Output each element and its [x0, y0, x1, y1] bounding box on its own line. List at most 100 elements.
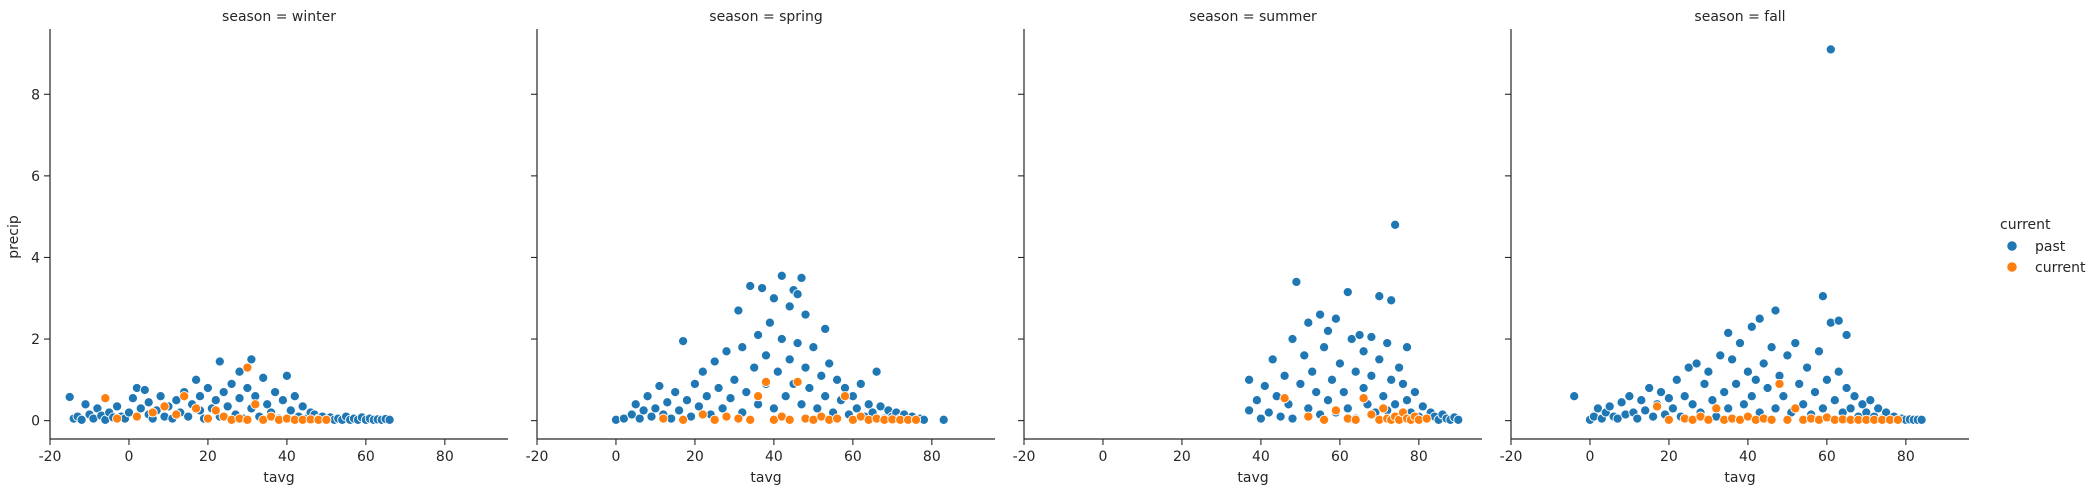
legend-marker [2006, 261, 2018, 273]
data-point-past [1287, 333, 1298, 345]
panel-title: season = spring [709, 9, 822, 25]
data-point-past [218, 387, 229, 398]
data-point-past [749, 362, 760, 373]
data-point-past [135, 403, 146, 414]
data-point-past [768, 403, 779, 414]
data-point-past [764, 317, 775, 328]
panel-title: season = fall [1694, 9, 1785, 25]
data-point-past [1750, 374, 1761, 385]
data-point-past [662, 397, 673, 408]
data-point-past [1334, 358, 1345, 369]
data-point-current [1711, 403, 1722, 414]
data-point-current [242, 414, 253, 425]
data-point-past [297, 401, 308, 412]
x-tick-label: 40 [1739, 449, 1757, 465]
x-tick-label: 80 [923, 449, 941, 465]
data-point-past [1378, 391, 1389, 402]
data-point-past [1616, 397, 1627, 408]
data-point-past [816, 370, 827, 381]
x-tick-label: -20 [526, 449, 549, 465]
data-point-past [1723, 327, 1734, 338]
data-point-past [1849, 391, 1860, 402]
data-point-past [804, 382, 815, 394]
data-point-past [1833, 315, 1844, 326]
data-point-past [1303, 317, 1314, 328]
data-point-current [202, 413, 213, 424]
data-point-past [226, 378, 237, 389]
x-tick-label: 0 [612, 449, 621, 465]
data-point-past [1746, 391, 1757, 402]
data-point-past [1738, 399, 1749, 410]
data-point-past [725, 393, 736, 404]
data-point-current [697, 409, 708, 420]
legend-label: past [2035, 239, 2066, 255]
data-point-past [1679, 391, 1690, 402]
data-point-past [277, 395, 288, 406]
data-point-past [1330, 313, 1341, 324]
x-tick-label: 40 [765, 449, 783, 465]
data-point-current [784, 414, 795, 425]
y-tick-label: 8 [31, 87, 40, 103]
panel-title: season = summer [1189, 9, 1317, 25]
data-point-past [1809, 387, 1821, 398]
data-point-past [80, 399, 91, 410]
data-point-past [127, 393, 138, 404]
legend-entry-past: past [2006, 239, 2066, 255]
data-point-past [155, 391, 166, 402]
data-point-past [1386, 295, 1397, 306]
data-point-past [693, 401, 704, 412]
data-point-past [1354, 329, 1365, 341]
data-point-current [1350, 414, 1361, 425]
data-point-current [1378, 403, 1389, 414]
data-point-past [808, 342, 819, 353]
data-point-past [1790, 338, 1801, 349]
data-point-past [689, 378, 700, 389]
data-point-past [776, 333, 787, 345]
x-tick-label: 80 [436, 449, 454, 465]
y-tick-label: 2 [31, 332, 40, 348]
data-point-current [131, 411, 142, 422]
data-point-past [875, 401, 886, 412]
x-tick-label: -20 [39, 449, 62, 465]
data-point-past [1754, 313, 1765, 324]
x-tick-label: 20 [686, 449, 704, 465]
data-point-past [143, 397, 154, 408]
data-point-past [1251, 395, 1262, 406]
data-point-past [1758, 358, 1769, 369]
data-point-current [1358, 393, 1369, 404]
data-point-past [1841, 382, 1852, 394]
data-point-past [1342, 287, 1353, 298]
data-point-past [1825, 44, 1836, 55]
data-point-past [1845, 403, 1856, 414]
x-tick-label: 0 [125, 449, 134, 465]
data-point-past [745, 280, 756, 292]
data-point-past [1401, 342, 1413, 353]
y-tick-label: 0 [31, 414, 40, 430]
data-point-past [1291, 276, 1302, 287]
data-point-current [1766, 414, 1777, 425]
data-point-past [654, 380, 665, 392]
data-point-past [1817, 291, 1828, 302]
data-point-past [1719, 387, 1730, 398]
data-point-past [1397, 378, 1409, 389]
x-tick-label: -20 [1013, 449, 1036, 465]
legend: current past current [2000, 217, 2086, 276]
data-point-past [638, 405, 649, 416]
data-point-past [112, 401, 123, 412]
data-point-current [147, 407, 158, 418]
data-point-current [1319, 414, 1330, 425]
data-point-past [1715, 350, 1726, 361]
data-point-past [729, 374, 740, 385]
data-point-past [646, 411, 657, 422]
data-point-past [1374, 291, 1385, 302]
data-point-past [1307, 366, 1318, 377]
data-point-past [1279, 370, 1290, 381]
data-point-past [768, 293, 779, 304]
data-point-past [1311, 387, 1322, 398]
data-point-past [717, 403, 728, 414]
data-point-past [1841, 329, 1852, 341]
data-point-past [1727, 354, 1738, 365]
data-point-past [1374, 354, 1385, 365]
data-point-past [1671, 374, 1682, 385]
